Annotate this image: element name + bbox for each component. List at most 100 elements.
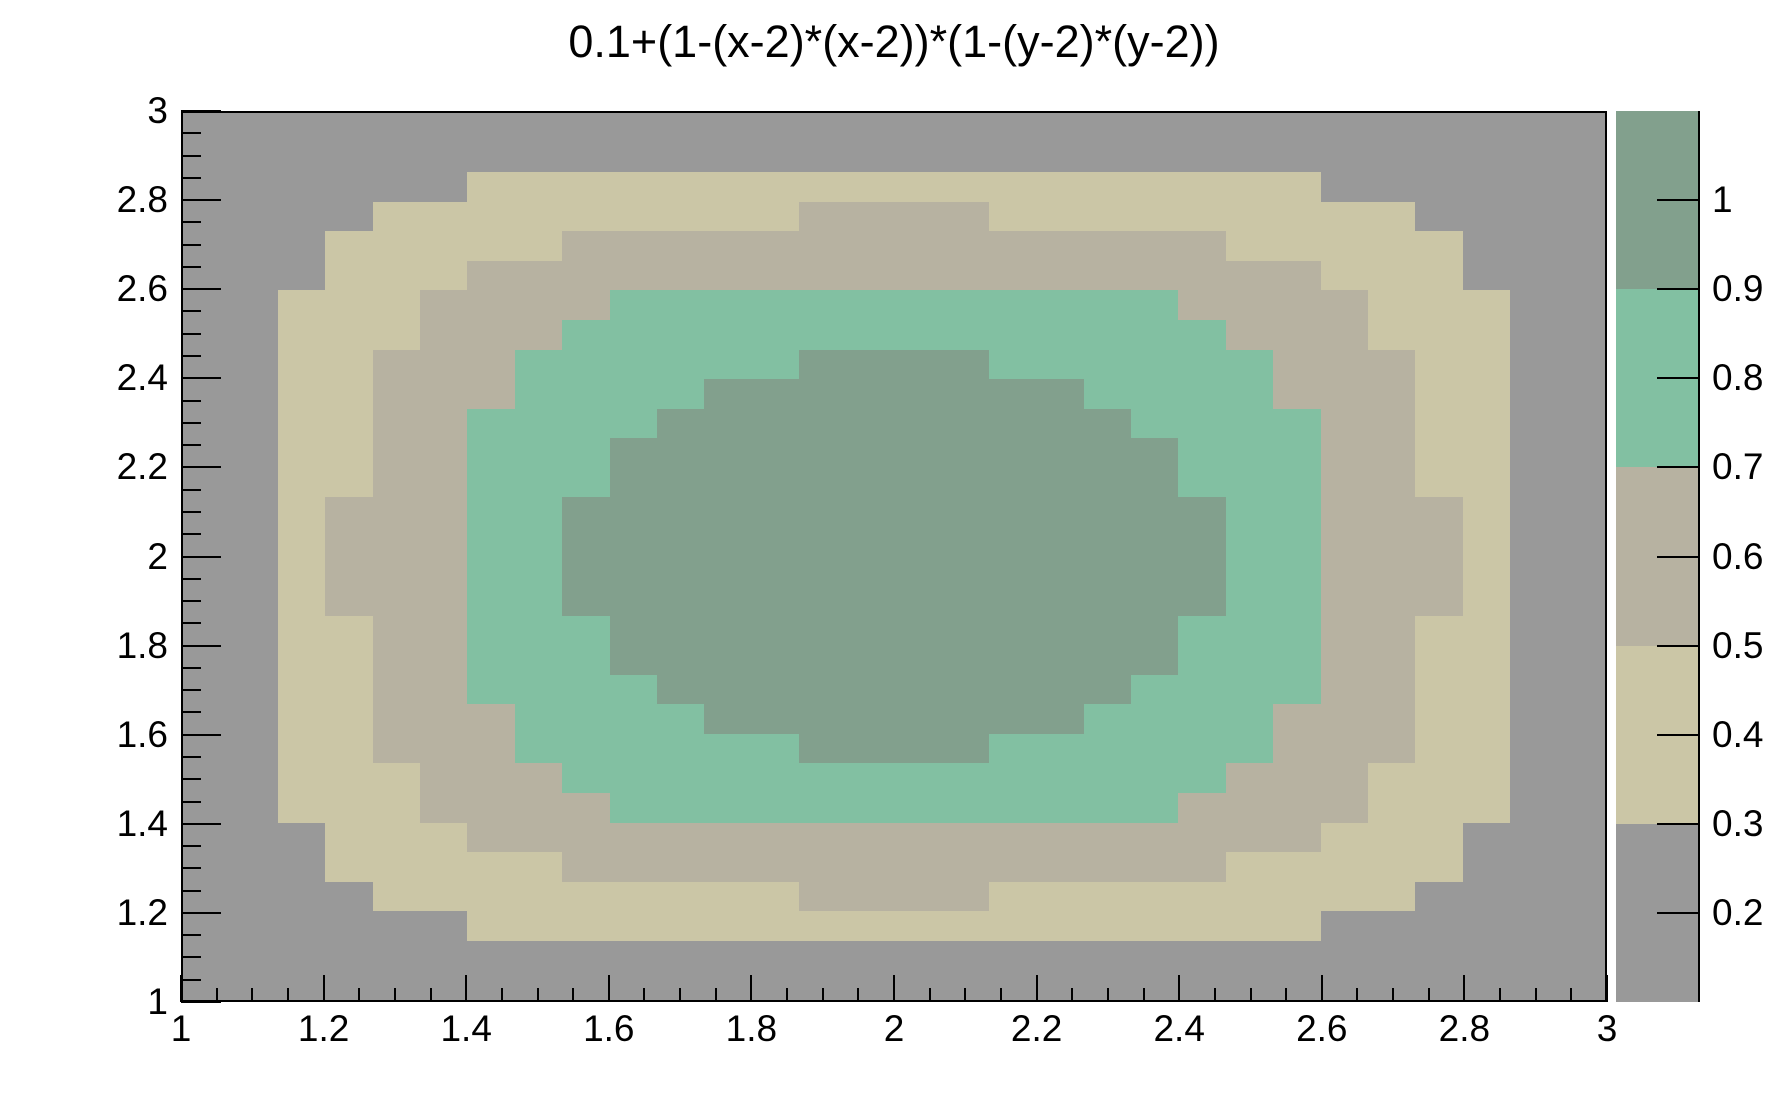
heatmap-cell bbox=[1178, 911, 1226, 941]
heatmap-cell bbox=[420, 438, 468, 468]
y-axis-minor-tick bbox=[181, 934, 201, 937]
heatmap-cell bbox=[846, 556, 894, 587]
y-axis-tick-label: 2.2 bbox=[116, 446, 168, 488]
heatmap-cell bbox=[1225, 349, 1274, 380]
heatmap-cell bbox=[1415, 556, 1463, 587]
heatmap-cell bbox=[467, 379, 515, 409]
heatmap-cell bbox=[1510, 438, 1558, 468]
y-axis-tick-label: 1.8 bbox=[116, 624, 168, 666]
heatmap-cell bbox=[372, 911, 420, 941]
heatmap-cell bbox=[1273, 408, 1321, 439]
heatmap-cell bbox=[988, 231, 1037, 261]
heatmap-cell bbox=[372, 438, 420, 468]
heatmap-cell bbox=[1225, 172, 1274, 202]
heatmap-cell bbox=[1510, 615, 1558, 646]
heatmap-cell bbox=[1368, 852, 1416, 882]
heatmap-cell bbox=[846, 142, 894, 173]
heatmap-cell bbox=[1557, 852, 1605, 882]
heatmap-cell bbox=[467, 615, 515, 646]
colorbar-tick-label: 0.5 bbox=[1712, 624, 1764, 666]
heatmap-cell bbox=[467, 911, 515, 941]
heatmap-cell bbox=[1320, 881, 1368, 912]
x-axis-minor-tick bbox=[964, 988, 967, 1002]
heatmap-cell bbox=[562, 556, 610, 587]
heatmap-cell bbox=[799, 586, 847, 616]
heatmap-cell bbox=[1415, 319, 1463, 350]
heatmap-cell bbox=[846, 319, 894, 350]
heatmap-cell bbox=[1083, 349, 1131, 380]
heatmap-cell bbox=[1462, 319, 1511, 350]
heatmap-cell bbox=[1462, 763, 1511, 794]
heatmap-cell bbox=[183, 852, 231, 882]
heatmap-cell bbox=[704, 940, 752, 971]
heatmap-cell bbox=[799, 319, 847, 350]
heatmap-cell bbox=[988, 615, 1037, 646]
heatmap-cell bbox=[467, 142, 515, 173]
heatmap-cell bbox=[1083, 733, 1131, 764]
heatmap-cell bbox=[372, 172, 420, 202]
heatmap-cell bbox=[1320, 467, 1368, 498]
colorbar-tick bbox=[1657, 466, 1698, 469]
heatmap-cell bbox=[467, 260, 515, 291]
heatmap-cell bbox=[183, 615, 231, 646]
heatmap-cell bbox=[467, 970, 515, 1000]
heatmap-cell bbox=[609, 467, 657, 498]
x-axis-major-tick bbox=[322, 975, 325, 1002]
heatmap-cell bbox=[1320, 172, 1368, 202]
heatmap-cell bbox=[1131, 793, 1179, 823]
heatmap-cell bbox=[1131, 349, 1179, 380]
x-axis-minor-tick bbox=[1249, 988, 1252, 1002]
heatmap-cell bbox=[1368, 793, 1416, 823]
y-axis-major-tick bbox=[181, 644, 221, 647]
heatmap-cell bbox=[609, 260, 657, 291]
heatmap-cell bbox=[751, 970, 800, 1000]
x-axis-major-tick bbox=[1463, 975, 1466, 1002]
heatmap-cell bbox=[609, 526, 657, 557]
heatmap-cell bbox=[1178, 822, 1226, 853]
heatmap-cell bbox=[230, 260, 278, 291]
heatmap-cell bbox=[657, 319, 705, 350]
x-axis-major-tick bbox=[750, 975, 753, 1002]
y-axis-minor-tick bbox=[181, 666, 201, 669]
heatmap-cell bbox=[1225, 467, 1274, 498]
x-axis-minor-tick bbox=[1499, 988, 1502, 1002]
x-axis-minor-tick bbox=[1142, 988, 1145, 1002]
heatmap-cell bbox=[1083, 822, 1131, 853]
y-axis-minor-tick bbox=[181, 533, 201, 536]
heatmap-cell bbox=[941, 674, 989, 705]
heatmap-cell bbox=[704, 497, 752, 527]
y-axis-major-tick bbox=[181, 110, 221, 112]
heatmap-cell bbox=[230, 172, 278, 202]
x-axis-tick-label: 1 bbox=[170, 1008, 192, 1049]
heatmap-cell bbox=[325, 556, 373, 587]
heatmap-cell bbox=[230, 379, 278, 409]
heatmap-cell bbox=[1178, 793, 1226, 823]
heatmap-cell bbox=[277, 733, 326, 764]
heatmap-cell bbox=[657, 349, 705, 380]
heatmap-cell bbox=[1273, 704, 1321, 734]
heatmap-cell bbox=[1178, 201, 1226, 232]
heatmap-cell bbox=[751, 201, 800, 232]
heatmap-cell bbox=[514, 497, 563, 527]
heatmap-cell bbox=[1083, 763, 1131, 794]
x-axis-minor-tick bbox=[714, 988, 717, 1002]
heatmap-cell bbox=[751, 260, 800, 291]
heatmap-cell bbox=[1462, 852, 1511, 882]
heatmap-cell bbox=[609, 231, 657, 261]
heatmap-cell bbox=[609, 408, 657, 439]
heatmap-cell bbox=[894, 881, 942, 912]
heatmap-cell bbox=[1368, 615, 1416, 646]
heatmap-cell bbox=[1178, 113, 1226, 143]
x-axis-major-tick bbox=[607, 975, 610, 1002]
heatmap-cell bbox=[467, 172, 515, 202]
heatmap-cell bbox=[751, 379, 800, 409]
heatmap-cell bbox=[799, 408, 847, 439]
heatmap-cell bbox=[1273, 881, 1321, 912]
heatmap-cell bbox=[1320, 526, 1368, 557]
colorbar-tick bbox=[1657, 555, 1698, 558]
heatmap-cell bbox=[894, 763, 942, 794]
heatmap-cell bbox=[562, 290, 610, 320]
heatmap-cell bbox=[277, 319, 326, 350]
heatmap-cell bbox=[514, 911, 563, 941]
heatmap-cell bbox=[1320, 970, 1368, 1000]
